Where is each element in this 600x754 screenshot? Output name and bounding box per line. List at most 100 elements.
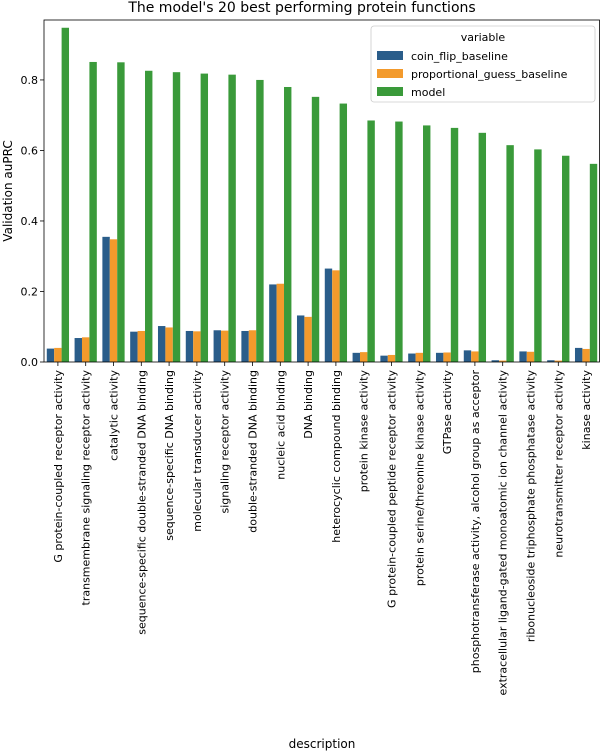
x-tick-label-11: protein kinase activity [358, 370, 371, 493]
bar-coin_flip_baseline-19 [574, 347, 583, 362]
bar-model-12 [395, 121, 403, 362]
x-tick-label-9: DNA binding [302, 370, 315, 439]
bar-proportional_guess_baseline-3 [137, 330, 145, 362]
bar-coin_flip_baseline-16 [491, 360, 499, 362]
bar-model-11 [367, 120, 375, 362]
x-tick-label-10: heterocyclic compound binding [330, 370, 343, 543]
bar-proportional_guess_baseline-17 [526, 351, 535, 362]
bar-model-3 [145, 70, 153, 363]
bar-proportional_guess_baseline-5 [193, 331, 201, 362]
bar-model-8 [284, 86, 292, 363]
legend-swatch-coin_flip_baseline [377, 51, 403, 60]
bar-model-5 [200, 73, 209, 362]
legend-swatch-model [377, 87, 403, 96]
legend-title: variable [461, 31, 506, 44]
bar-coin_flip_baseline-4 [157, 326, 166, 362]
bar-model-16 [506, 145, 514, 362]
y-tick-label-2: 0.4 [21, 215, 39, 228]
bar-model-4 [172, 72, 181, 363]
bar-proportional_guess_baseline-6 [220, 330, 229, 362]
bar-coin_flip_baseline-1 [74, 338, 82, 362]
bar-model-13 [423, 125, 431, 362]
bar-proportional_guess_baseline-9 [304, 316, 312, 362]
bar-model-1 [89, 61, 97, 363]
x-tick-label-5: molecular transducer activity [191, 370, 204, 532]
bar-coin_flip_baseline-18 [547, 360, 555, 362]
x-axis: G protein-coupled receptor activity trans… [52, 362, 593, 696]
x-tick-label-2: catalytic activity [108, 370, 121, 461]
bar-proportional_guess_baseline-16 [498, 360, 507, 362]
bar-coin_flip_baseline-2 [102, 236, 110, 362]
bar-model-15 [478, 132, 487, 362]
x-tick-label-4: sequence-specific DNA binding [163, 370, 176, 541]
legend-box [370, 25, 596, 103]
x-tick-label-0: G protein-coupled receptor activity [52, 370, 65, 563]
bar-coin_flip_baseline-13 [408, 353, 416, 362]
y-tick-label-1: 0.2 [21, 285, 39, 298]
x-tick-label-14: GTPase activity [441, 370, 454, 455]
bar-coin_flip_baseline-3 [130, 331, 138, 362]
y-tick-label-0: 0.0 [21, 356, 39, 369]
x-tick-label-18: neurotransmitter receptor activity [552, 370, 565, 558]
bar-proportional_guess_baseline-11 [359, 352, 368, 362]
bar-model-9 [311, 96, 320, 363]
y-axis: 0.0 0.2 0.4 0.6 0.8 [21, 74, 44, 369]
bar-proportional_guess_baseline-2 [109, 239, 118, 362]
bar-coin_flip_baseline-9 [296, 315, 305, 362]
bar-coin_flip_baseline-11 [352, 352, 360, 362]
bar-proportional_guess_baseline-15 [471, 351, 479, 362]
y-tick-label-3: 0.6 [21, 144, 39, 157]
chart-title: The model's 20 best performing protein f… [127, 0, 475, 16]
x-tick-label-8: nucleic acid binding [274, 370, 287, 480]
legend: variable coin_flip_baseline proportional_g… [370, 25, 596, 103]
bar-proportional_guess_baseline-4 [165, 327, 173, 362]
bar-proportional_guess_baseline-13 [415, 352, 423, 362]
bar-coin_flip_baseline-0 [46, 348, 55, 362]
x-tick-label-17: ribonucleoside triphosphate phosphatase … [525, 370, 538, 643]
bar-model-18 [562, 155, 570, 362]
legend-entry-model: model [411, 86, 445, 99]
bar-coin_flip_baseline-12 [380, 355, 388, 362]
bar-proportional_guess_baseline-19 [582, 348, 590, 362]
x-tick-label-13: protein serine/threonine kinase activity [413, 370, 426, 587]
x-axis-label: description [289, 737, 356, 751]
bar-proportional_guess_baseline-12 [387, 354, 396, 362]
bar-model-17 [534, 149, 542, 362]
bar-coin_flip_baseline-5 [185, 330, 194, 362]
x-tick-label-12: G protein-coupled peptide receptor activ… [386, 370, 399, 608]
x-tick-label-1: transmembrane signaling receptor activit… [80, 370, 93, 606]
bar-proportional_guess_baseline-1 [81, 337, 90, 362]
legend-swatch-proportional_guess_baseline [377, 69, 403, 78]
bar-proportional_guess_baseline-18 [554, 360, 562, 362]
bar-proportional_guess_baseline-10 [332, 270, 340, 362]
bar-model-2 [117, 62, 125, 363]
bar-coin_flip_baseline-8 [269, 284, 277, 362]
bar-model-7 [256, 79, 264, 362]
bar-proportional_guess_baseline-7 [248, 330, 257, 362]
y-tick-label-4: 0.8 [21, 74, 39, 87]
x-tick-label-15: phosphotransferase activity, alcohol gro… [469, 370, 482, 674]
bar-coin_flip_baseline-14 [435, 352, 444, 362]
legend-entry-proportional_guess_baseline: proportional_guess_baseline [411, 68, 568, 81]
bar-coin_flip_baseline-17 [519, 351, 527, 362]
bar-coin_flip_baseline-15 [463, 350, 472, 362]
x-tick-label-7: double-stranded DNA binding [247, 370, 260, 533]
bar-model-6 [228, 74, 236, 363]
x-tick-label-16: extracellular ligand-gated monoatomic io… [497, 370, 510, 696]
bars-group [46, 27, 598, 363]
bar-model-19 [589, 163, 598, 362]
x-tick-label-19: kinase activity [580, 370, 593, 450]
x-tick-label-3: sequence-specific double-stranded DNA bi… [135, 370, 148, 635]
legend-entry-coin_flip_baseline: coin_flip_baseline [411, 50, 508, 63]
bar-model-0 [61, 27, 70, 362]
bar-proportional_guess_baseline-8 [276, 283, 284, 362]
bar-model-10 [339, 103, 348, 362]
bar-proportional_guess_baseline-0 [54, 347, 62, 362]
bar-coin_flip_baseline-6 [213, 330, 221, 362]
y-axis-label: Validation auPRC [1, 140, 15, 241]
bar-proportional_guess_baseline-14 [443, 352, 451, 362]
x-tick-label-6: signaling receptor activity [219, 370, 232, 514]
bar-coin_flip_baseline-7 [241, 330, 249, 362]
bar-coin_flip_baseline-10 [324, 268, 333, 362]
